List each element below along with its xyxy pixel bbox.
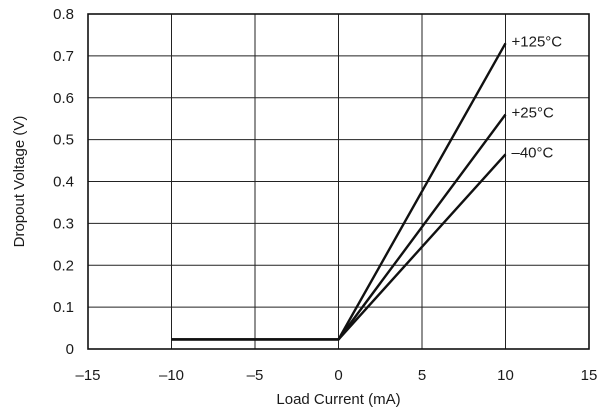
series-label-1: +125°C xyxy=(512,33,563,50)
series-label-3: –40°C xyxy=(512,144,554,161)
series-lines xyxy=(171,42,507,341)
y-tick-label: 0.7 xyxy=(53,48,74,65)
x-tick-label: –5 xyxy=(247,367,264,384)
x-tick-label: 0 xyxy=(334,367,342,384)
x-tick-label: 10 xyxy=(497,367,514,384)
x-tick-label: 5 xyxy=(418,367,426,384)
y-tick-label: 0.3 xyxy=(53,215,74,232)
grid-lines xyxy=(88,14,589,349)
y-tick-label: 0.1 xyxy=(53,299,74,316)
x-tick-label: 15 xyxy=(581,367,598,384)
x-axis-title: Load Current (mA) xyxy=(276,391,400,408)
series-line-3 xyxy=(171,153,507,341)
y-tick-label: 0.8 xyxy=(53,6,74,23)
x-tick-label: –15 xyxy=(75,367,100,384)
plot-frame xyxy=(87,13,590,350)
y-tick-label: 0.5 xyxy=(53,132,74,149)
y-tick-label: 0.6 xyxy=(53,90,74,107)
series-label-2: +25°C xyxy=(512,105,554,122)
y-axis-tick-labels: 0 0.1 0.2 0.3 0.4 0.5 0.6 0.7 0.8 xyxy=(53,6,74,358)
y-tick-label: 0.4 xyxy=(53,174,74,191)
x-tick-label: –10 xyxy=(159,367,184,384)
y-tick-label: 0.2 xyxy=(53,257,74,274)
y-tick-label: 0 xyxy=(66,341,74,358)
y-axis-title: Dropout Voltage (V) xyxy=(11,116,28,248)
series-labels: +125°C +25°C –40°C xyxy=(512,33,563,161)
x-axis-tick-labels: –15 –10 –5 0 5 10 15 xyxy=(75,367,597,384)
